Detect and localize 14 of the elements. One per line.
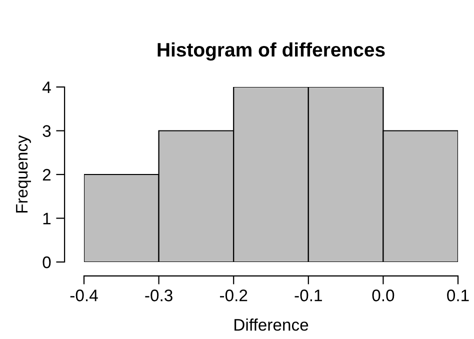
chart-title: Histogram of differences — [158, 42, 385, 61]
x-tick-label: 0.0 — [372, 290, 394, 302]
x-tick-label: -0.2 — [220, 290, 248, 302]
y-axis-title: Frequency — [16, 135, 31, 212]
y-tick-label: 1 — [43, 212, 51, 224]
x-axis-title: Difference — [234, 318, 308, 331]
y-tick-label: 3 — [42, 125, 51, 137]
x-tick-label: -0.3 — [145, 290, 172, 302]
y-tick-label: 2 — [42, 168, 51, 181]
x-tick-label: -0.1 — [294, 290, 322, 302]
y-tick-label: 4 — [42, 82, 51, 94]
x-tick-label: -0.4 — [70, 290, 98, 302]
y-tick-label: 0 — [42, 256, 51, 268]
x-tick-label: 0.1 — [447, 290, 469, 302]
